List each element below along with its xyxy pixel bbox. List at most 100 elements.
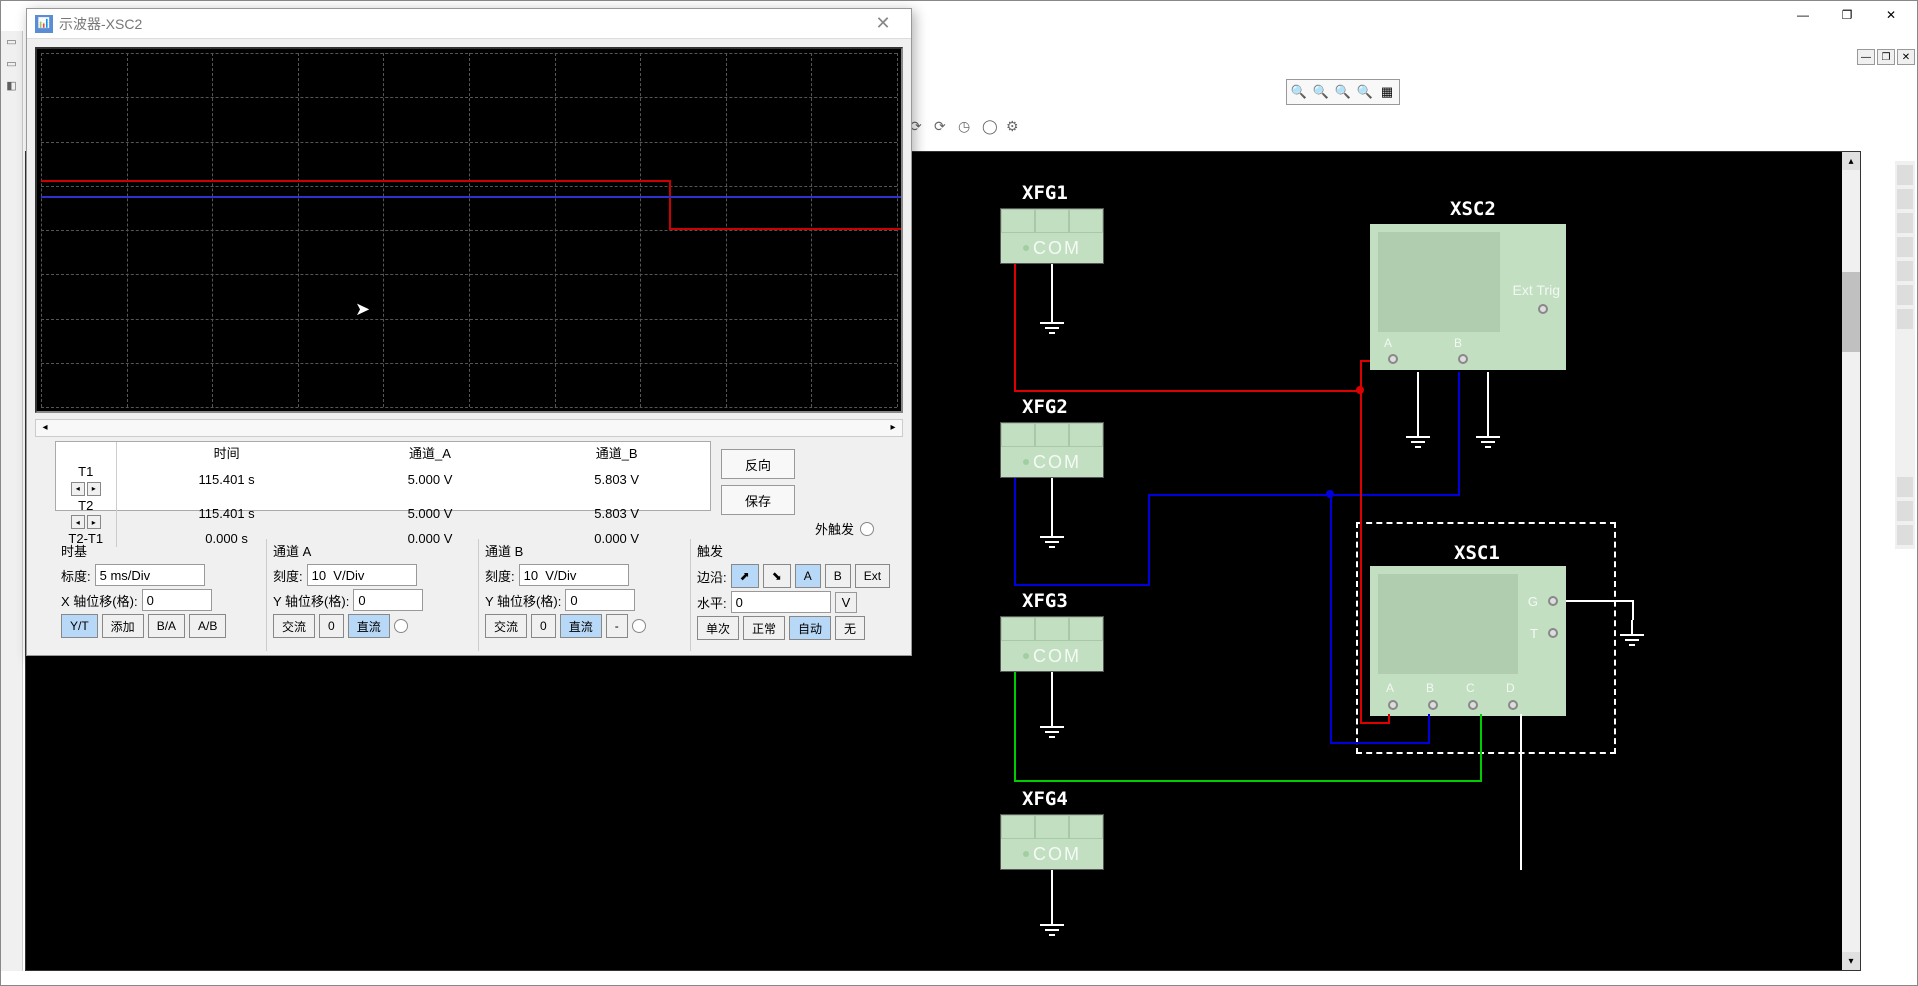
t2-right-button[interactable]: ▸	[87, 515, 101, 529]
t2-left-button[interactable]: ◂	[71, 515, 85, 529]
scope-display[interactable]: ➤	[35, 47, 903, 413]
timebase-xpos-input[interactable]	[142, 589, 212, 611]
trig-none-button[interactable]: 无	[835, 616, 865, 640]
mdi-controls: — ❐ ✕	[1857, 49, 1915, 65]
wire	[1014, 478, 1016, 584]
scroll-up-icon[interactable]: ▴	[1842, 152, 1860, 170]
component-label-xsc2: XSC2	[1450, 198, 1496, 220]
tool-icon[interactable]: ◧	[3, 79, 21, 97]
instrument-icon[interactable]	[1897, 213, 1913, 233]
ext-trigger-radio[interactable]	[860, 522, 874, 536]
trig-src-ext-button[interactable]: Ext	[855, 564, 890, 588]
t1-right-button[interactable]: ▸	[87, 482, 101, 496]
component-label-xfg2: XFG2	[1022, 396, 1068, 418]
t2-cha: 5.000 V	[337, 497, 524, 531]
scope-port-ext[interactable]	[1538, 304, 1548, 314]
t1-chb: 5.803 V	[523, 463, 710, 497]
wire	[1417, 372, 1419, 422]
trig-src-b-button[interactable]: B	[825, 564, 851, 588]
maximize-button[interactable]: ❐	[1825, 3, 1869, 27]
mode-add-button[interactable]: 添加	[102, 614, 144, 638]
scroll-right-icon[interactable]: ▸	[884, 420, 902, 436]
dialog-close-button[interactable]: ✕	[863, 13, 903, 34]
mode-ab-button[interactable]: A/B	[189, 614, 226, 638]
toolbar-icon[interactable]: ⟳	[910, 118, 928, 136]
chb-invert-button[interactable]: -	[606, 614, 628, 638]
component-label-xfg1: XFG1	[1022, 182, 1068, 204]
scroll-down-icon[interactable]: ▾	[1842, 952, 1860, 970]
close-button[interactable]: ✕	[1869, 3, 1913, 27]
component-label-xfg4: XFG4	[1022, 788, 1068, 810]
viewport-vscrollbar[interactable]: ▴ ▾	[1842, 152, 1860, 970]
instrument-xfg4[interactable]: COM	[1000, 814, 1104, 870]
mdi-close-button[interactable]: ✕	[1897, 49, 1915, 65]
toolbar-icon[interactable]: ⟳	[934, 118, 952, 136]
cha-ac-button[interactable]: 交流	[273, 614, 315, 638]
reverse-button[interactable]: 反向	[721, 449, 795, 479]
edge-rise-button[interactable]: ⬈	[731, 564, 759, 588]
instrument-xsc2[interactable]: Ext Trig A B	[1370, 224, 1566, 370]
toolbar-icon[interactable]: ◷	[958, 118, 976, 136]
tool-icon[interactable]: ▭	[3, 35, 21, 53]
instrument-icon[interactable]	[1897, 525, 1913, 545]
minimize-button[interactable]: —	[1781, 3, 1825, 27]
trig-single-button[interactable]: 单次	[697, 616, 739, 640]
scope-port-a[interactable]	[1388, 354, 1398, 364]
t1-left-button[interactable]: ◂	[71, 482, 85, 496]
toolbar-icon[interactable]: ◯	[982, 118, 1000, 136]
mdi-restore-button[interactable]: ❐	[1877, 49, 1895, 65]
dialog-titlebar[interactable]: 📊 示波器-XSC2 ✕	[27, 9, 911, 39]
chb-scale-input[interactable]	[519, 564, 629, 586]
instrument-icon[interactable]	[1897, 261, 1913, 281]
gear-icon[interactable]: ⚙	[1006, 118, 1024, 136]
instrument-icon[interactable]	[1897, 189, 1913, 209]
trig-normal-button[interactable]: 正常	[743, 616, 785, 640]
mdi-minimize-button[interactable]: —	[1857, 49, 1875, 65]
cha-dc-button[interactable]: 直流	[348, 614, 390, 638]
cha-zero-button[interactable]: 0	[319, 614, 344, 638]
instrument-icon[interactable]	[1897, 165, 1913, 185]
chb-ac-button[interactable]: 交流	[485, 614, 527, 638]
instrument-xfg3[interactable]: COM	[1000, 616, 1104, 672]
chb-enable-radio[interactable]	[632, 619, 646, 633]
instrument-icon[interactable]	[1897, 285, 1913, 305]
instrument-icon[interactable]	[1897, 501, 1913, 521]
tool-icon[interactable]: ▭	[3, 57, 21, 75]
cha-ypos-input[interactable]	[353, 589, 423, 611]
trig-src-a-button[interactable]: A	[795, 564, 821, 588]
scroll-left-icon[interactable]: ◂	[36, 420, 54, 436]
zoom-area-icon[interactable]: 🔍	[1355, 82, 1375, 102]
cha-enable-radio[interactable]	[394, 619, 408, 633]
zoom-sheet-icon[interactable]: ▦	[1377, 82, 1397, 102]
trigger-level-input[interactable]	[731, 591, 831, 613]
cha-scale-input[interactable]	[307, 564, 417, 586]
scrollbar-thumb[interactable]	[1842, 272, 1860, 352]
timebase-scale-input[interactable]	[95, 564, 205, 586]
instrument-icon[interactable]	[1897, 477, 1913, 497]
zoom-fit-icon[interactable]: 🔍	[1333, 82, 1353, 102]
chb-ypos-input[interactable]	[565, 589, 635, 611]
trig-auto-button[interactable]: 自动	[789, 616, 831, 640]
wire	[1520, 714, 1522, 870]
ypos-label: Y 轴位移(格):	[273, 591, 349, 610]
chb-zero-button[interactable]: 0	[531, 614, 556, 638]
trace-ch-a	[669, 180, 671, 228]
scope-port-b[interactable]	[1458, 354, 1468, 364]
mode-yt-button[interactable]: Y/T	[61, 614, 98, 638]
port-label: A	[1384, 336, 1392, 350]
zoom-toolbar: 🔍 🔍 🔍 🔍 ▦	[1286, 79, 1400, 105]
instrument-icon[interactable]	[1897, 237, 1913, 257]
instrument-xfg1[interactable]: COM	[1000, 208, 1104, 264]
zoom-out-icon[interactable]: 🔍	[1311, 82, 1331, 102]
edge-fall-button[interactable]: ⬊	[763, 564, 791, 588]
level-unit: V	[835, 592, 858, 613]
chb-dc-button[interactable]: 直流	[560, 614, 602, 638]
instrument-icon[interactable]	[1897, 309, 1913, 329]
oscilloscope-dialog: 📊 示波器-XSC2 ✕ ➤ ◂ ▸ 时间 通道_A 通道_B T1 ◂▸ 11…	[26, 8, 912, 656]
cha-title: 通道 A	[273, 541, 472, 560]
instrument-xfg2[interactable]: COM	[1000, 422, 1104, 478]
zoom-in-icon[interactable]: 🔍	[1289, 82, 1309, 102]
mode-ba-button[interactable]: B/A	[148, 614, 185, 638]
save-button[interactable]: 保存	[721, 485, 795, 515]
scope-hscrollbar[interactable]: ◂ ▸	[35, 419, 903, 437]
